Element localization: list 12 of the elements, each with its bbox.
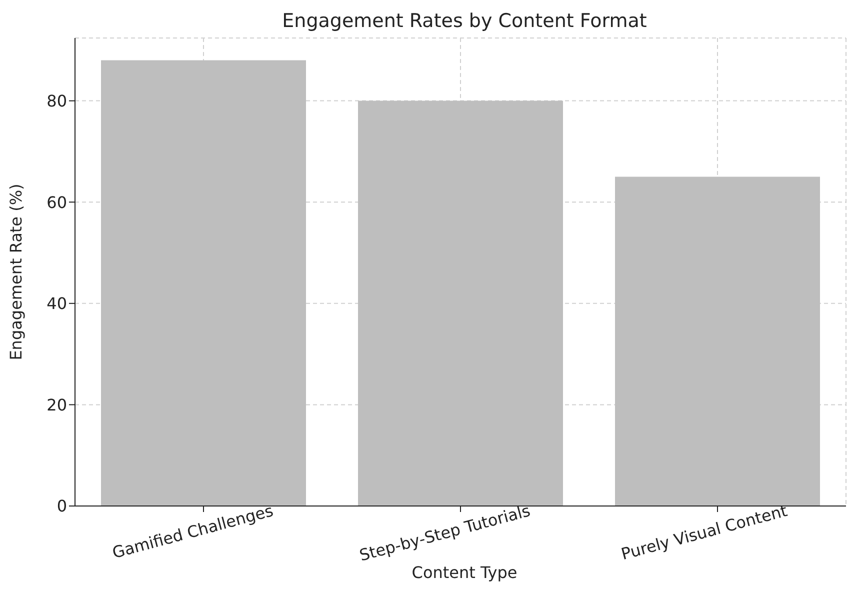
chart-title: Engagement Rates by Content Format bbox=[281, 10, 648, 32]
y-axis-title: Engagement Rate (%) bbox=[6, 184, 26, 360]
y-tick-label: 80 bbox=[46, 91, 67, 110]
bar bbox=[358, 100, 563, 506]
y-tick-label: 0 bbox=[56, 496, 67, 516]
y-tick-label: 60 bbox=[46, 192, 67, 212]
y-tick-label: 20 bbox=[46, 395, 67, 414]
bar bbox=[615, 176, 820, 506]
y-tick-label: 40 bbox=[46, 294, 67, 314]
x-axis-title: Content Type bbox=[410, 563, 518, 582]
x-tick-label: Purely Visual Content bbox=[619, 500, 790, 564]
bar bbox=[101, 60, 306, 506]
